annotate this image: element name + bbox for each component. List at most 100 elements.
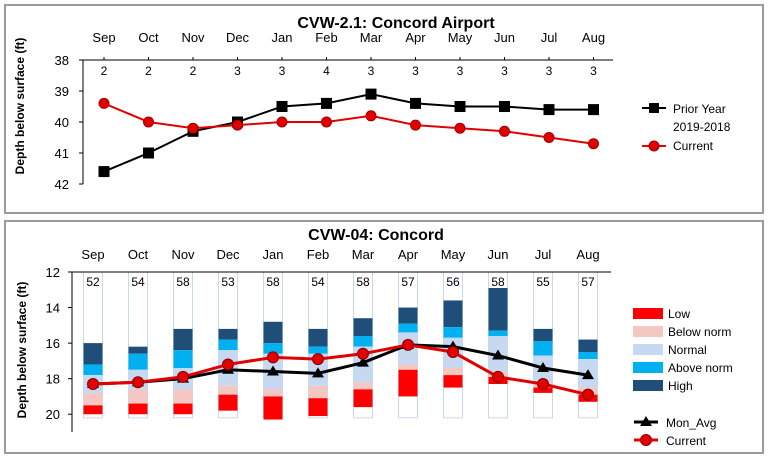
count-label: 3 [590,64,597,78]
band-high [443,300,463,328]
band-below-norm [398,364,418,370]
data-point-marker [582,388,594,401]
data-point-marker [365,110,377,122]
x-tick-label: May [448,30,473,45]
band-above-norm [398,323,418,333]
plot-area: 38 39 40 41 42 Sep 2 Oct 2 Nov 2 Dec 3 Jan 3 Feb 4 Mar 3 Ap… [55,30,613,192]
x-tick-label: Jul [535,247,552,262]
x-tick-label: May [441,247,466,262]
legend-swatch [633,380,663,391]
count-label: 56 [446,275,460,289]
data-point-marker [187,122,199,134]
y-tick-label: 39 [55,84,69,99]
data-point-marker [143,147,154,159]
data-point-marker [357,356,369,367]
band-high [353,318,373,336]
count-label: 4 [323,64,330,78]
data-point-marker [177,370,189,383]
x-tick-label: Mar [352,247,375,262]
count-label: 3 [234,64,241,78]
band-low [443,375,463,388]
count-label: 57 [401,275,415,289]
count-label: 53 [221,275,235,289]
band-high [398,307,418,324]
data-point-marker [87,378,99,390]
data-point-marker [312,353,324,366]
band-above-norm [308,346,328,354]
x-tick-label: Oct [128,247,149,262]
x-tick-label: Jan [263,247,284,262]
band-high [173,328,193,351]
band-above-norm [173,350,193,368]
data-point-marker [543,132,555,143]
band-above-norm [218,339,238,351]
band-above-norm [578,352,598,360]
series-line [92,343,589,397]
legend-label: Low [668,307,690,321]
chart-top: CVW-2.1: Concord Airport Depth below sur… [13,15,731,192]
data-point-marker [267,351,279,364]
y-tick-label: 41 [55,146,69,161]
count-label: 54 [311,275,325,289]
plot-area: 12 14 16 18 20 Sep 52 Oct 54 Nov 58 Dec 53 Jan 58 Feb 54… [46,247,611,432]
band-high [578,339,598,352]
count-label: 2 [145,64,152,78]
x-tick-label: Jun [494,30,515,45]
x-tick-label: Sep [92,30,115,45]
band-above-norm [353,336,373,347]
legend-current-marker [640,434,652,446]
band-below-norm [173,389,193,404]
legend-monavg-marker [640,416,652,426]
count-label: 58 [176,275,190,289]
data-point-marker [499,101,510,112]
y-tick-label: 42 [55,177,69,192]
band-below-norm [263,389,283,397]
count-label: 3 [279,64,286,78]
band-above-norm [533,341,553,356]
data-point-marker [276,116,288,128]
data-point-marker [537,362,549,372]
x-tick-label: Feb [307,247,329,262]
data-point-marker [588,138,599,150]
count-label: 3 [546,64,553,78]
band-low [128,403,148,415]
y-axis-label: Depth below surface (ft) [13,38,27,175]
data-point-marker [98,97,110,109]
x-tick-label: Dec [226,30,250,45]
legend-swatch [633,308,663,319]
data-point-marker [410,97,421,109]
count-label: 58 [356,275,370,289]
band-below-norm [308,385,328,399]
x-tick-label: Jul [541,30,558,45]
band-high [533,328,553,342]
legend-label: Above norm [668,361,733,375]
legend-prior-label-line2: 2019-2018 [673,120,731,134]
band-below-norm [218,385,238,395]
legend-label: Below norm [668,325,731,339]
band-high [83,343,103,365]
chart-panel-top: CVW-2.1: Concord Airport Depth below sur… [4,4,764,214]
data-point-marker [402,338,414,351]
band-low [308,398,328,416]
legend-label: Normal [668,343,707,357]
legend: Mon_Avg Current Low Below norm Normal Above… [633,307,733,448]
legend-swatch [633,362,663,373]
band-below-norm [128,389,148,404]
band-above-norm [488,330,508,336]
count-label: 3 [368,64,375,78]
legend-current-marker [648,140,660,152]
chart-title: CVW-2.1: Concord Airport [297,15,495,32]
y-tick-label: 14 [46,301,60,316]
data-point-marker [276,101,288,112]
series-line [103,93,594,173]
band-low [533,387,553,393]
band-low [353,389,373,408]
count-label: 57 [581,275,595,289]
x-tick-label: Sep [81,247,104,262]
x-tick-label: Apr [398,247,419,262]
chart-panel-bottom: CVW-04: Concord Depth below surface (ft)… [4,220,764,454]
count-label: 3 [412,64,419,78]
data-point-marker [321,116,332,128]
count-label: 2 [190,64,197,78]
data-point-marker [543,104,555,116]
